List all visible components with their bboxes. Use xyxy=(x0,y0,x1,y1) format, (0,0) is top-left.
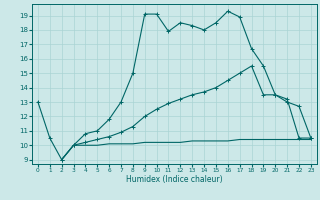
X-axis label: Humidex (Indice chaleur): Humidex (Indice chaleur) xyxy=(126,175,223,184)
